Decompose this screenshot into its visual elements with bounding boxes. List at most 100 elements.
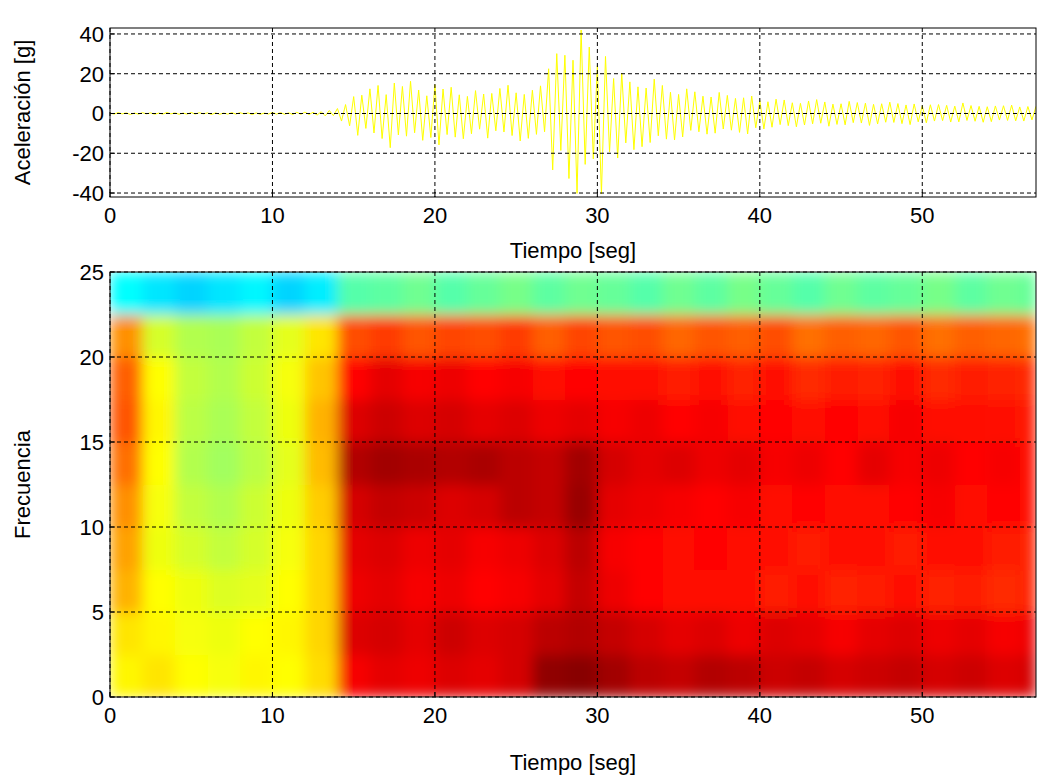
y-tick xyxy=(110,612,115,613)
y-tick-label: 10 xyxy=(80,515,104,540)
heatmap-cell xyxy=(175,485,208,528)
heatmap-cell xyxy=(565,272,598,315)
heatmap-cell xyxy=(402,527,435,570)
heatmap-cell xyxy=(825,442,858,485)
heatmap-cell xyxy=(402,570,435,613)
heatmap-cell xyxy=(890,400,923,443)
heatmap-cell xyxy=(630,315,663,358)
heatmap-cell xyxy=(532,272,565,315)
heatmap-cell xyxy=(987,612,1020,655)
y-grid-line xyxy=(110,612,1036,613)
heatmap-cell xyxy=(695,357,728,400)
heatmap-cell xyxy=(532,570,565,613)
heatmap-cell xyxy=(760,527,793,570)
heatmap-cell xyxy=(695,315,728,358)
heatmap-cell xyxy=(240,485,273,528)
heatmap-cell xyxy=(467,357,500,400)
signal-line xyxy=(110,30,1036,194)
heatmap-cell xyxy=(240,570,273,613)
x-tick-label: 20 xyxy=(423,703,447,728)
heatmap-cell xyxy=(565,315,598,358)
heatmap-cell xyxy=(955,315,988,358)
heatmap-cell xyxy=(792,612,825,655)
background xyxy=(0,0,1043,784)
x-tick xyxy=(434,192,435,197)
heatmap-cell xyxy=(890,612,923,655)
heatmap-cell xyxy=(922,485,955,528)
heatmap-cell xyxy=(110,655,143,698)
heatmap-cell xyxy=(727,527,760,570)
heatmap-cell xyxy=(825,485,858,528)
heatmap-cell xyxy=(1020,485,1036,528)
heatmap-cell xyxy=(305,400,338,443)
heatmap-cell xyxy=(955,272,988,315)
heatmap-cell xyxy=(922,527,955,570)
heatmap-cell xyxy=(110,272,143,315)
heatmap-cell xyxy=(662,485,695,528)
heatmap-cell xyxy=(565,612,598,655)
heatmap-cell xyxy=(727,655,760,698)
heatmap-cell xyxy=(922,442,955,485)
heatmap-cell xyxy=(337,442,370,485)
y-tick xyxy=(110,73,115,74)
heatmap-cell xyxy=(305,485,338,528)
heatmap-cell xyxy=(175,570,208,613)
heatmap-cell xyxy=(370,570,403,613)
x-tick xyxy=(434,692,435,697)
heatmap-cell xyxy=(207,357,240,400)
y-tick-label: 0 xyxy=(92,101,104,126)
heatmap-cell xyxy=(175,315,208,358)
heatmap-cell xyxy=(792,570,825,613)
heatmap-cell xyxy=(630,272,663,315)
heatmap-cell xyxy=(890,315,923,358)
heatmap-cell xyxy=(825,612,858,655)
x-grid-line xyxy=(272,28,273,197)
heatmap-cell xyxy=(1020,315,1036,358)
y-tick-label: 25 xyxy=(80,260,104,285)
heatmap-cell xyxy=(370,315,403,358)
heatmap-cell xyxy=(240,612,273,655)
heatmap-cell xyxy=(175,527,208,570)
x-tick-label: 10 xyxy=(260,703,284,728)
heatmap-cell xyxy=(727,315,760,358)
x-tick xyxy=(597,192,598,197)
heatmap-cell xyxy=(1020,357,1036,400)
heatmap-cell xyxy=(597,612,630,655)
heatmap-cell xyxy=(435,612,468,655)
heatmap-cell xyxy=(890,272,923,315)
heatmap-cell xyxy=(727,400,760,443)
heatmap-cell xyxy=(500,570,533,613)
heatmap-cell xyxy=(1020,442,1036,485)
heatmap-cell xyxy=(240,400,273,443)
heatmap-cell xyxy=(955,442,988,485)
heatmap-cell xyxy=(207,570,240,613)
heatmap-cell xyxy=(272,527,305,570)
x-tick-label: 30 xyxy=(585,203,609,228)
heatmap-cell xyxy=(955,527,988,570)
heatmap-cell xyxy=(695,442,728,485)
heatmap-cell xyxy=(435,527,468,570)
heatmap-cell xyxy=(760,612,793,655)
heatmap-cell xyxy=(402,400,435,443)
heatmap-cell xyxy=(337,527,370,570)
heatmap-cell xyxy=(987,272,1020,315)
heatmap-cell xyxy=(240,315,273,358)
x-grid-line xyxy=(759,28,760,197)
heatmap-cell xyxy=(760,400,793,443)
heatmap-cell xyxy=(435,570,468,613)
heatmap-cell xyxy=(922,655,955,698)
heatmap-cell xyxy=(272,612,305,655)
heatmap-cell xyxy=(370,400,403,443)
heatmap-cell xyxy=(142,357,175,400)
heatmap-cell xyxy=(662,272,695,315)
heatmap-cell xyxy=(467,655,500,698)
heatmap-cell xyxy=(597,570,630,613)
heatmap-cell xyxy=(662,315,695,358)
heatmap-cell xyxy=(467,442,500,485)
heatmap-cell xyxy=(662,612,695,655)
heatmap-cell xyxy=(142,655,175,698)
heatmap-cell xyxy=(500,655,533,698)
y-tick-label: 40 xyxy=(80,22,104,47)
x-grid-line xyxy=(434,28,435,197)
heatmap-cell xyxy=(857,485,890,528)
